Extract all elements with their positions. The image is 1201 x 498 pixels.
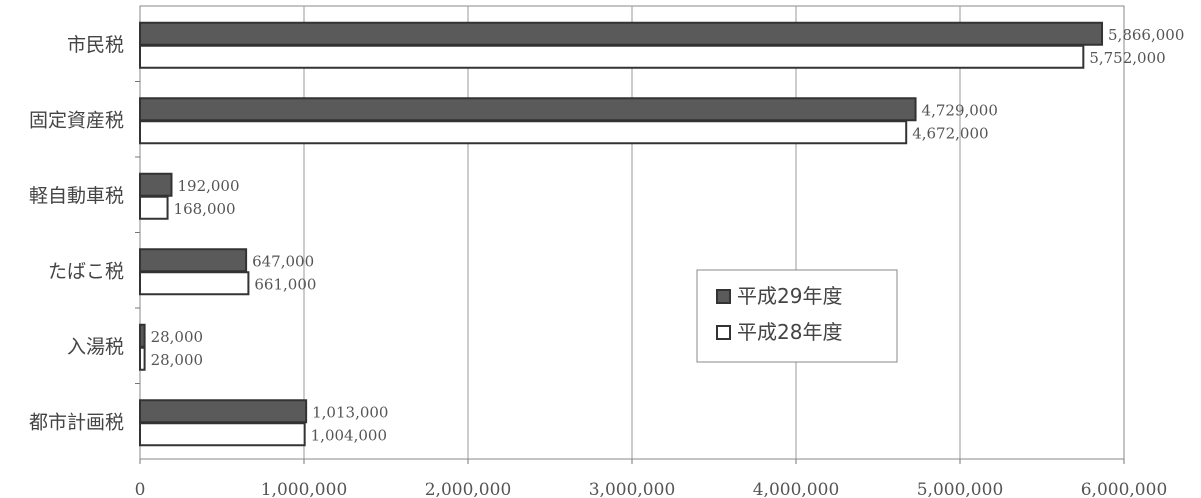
bars bbox=[139, 21, 1104, 447]
data-label: 168,000 bbox=[174, 200, 236, 218]
data-label: 28,000 bbox=[151, 328, 204, 346]
legend-swatch bbox=[716, 289, 731, 304]
data-labels: 5,866,000 5,752,000 4,729,000 4,672,000 192,… bbox=[151, 26, 1185, 445]
bar-series-2 bbox=[139, 195, 169, 220]
category-label: たばこ税 bbox=[48, 260, 124, 282]
bar-series-2 bbox=[139, 346, 146, 371]
x-axis-ticks: 0 1,000,000 2,000,000 3,000,000 4,000,000 5,0… bbox=[135, 459, 1168, 498]
bar-series-1 bbox=[139, 399, 308, 424]
bar-series-1 bbox=[139, 172, 173, 197]
bar-series-2 bbox=[139, 271, 250, 296]
data-label: 1,004,000 bbox=[311, 426, 387, 444]
data-label: 647,000 bbox=[252, 252, 314, 270]
legend-box bbox=[696, 269, 898, 363]
bar-series-1 bbox=[139, 248, 248, 273]
legend-label: 平成28年度 bbox=[737, 320, 842, 344]
bar-series-1 bbox=[139, 323, 146, 348]
x-tick-label: 1,000,000 bbox=[261, 480, 348, 498]
x-tick-label: 2,000,000 bbox=[425, 480, 512, 498]
category-label: 軽自動車税 bbox=[29, 185, 124, 207]
category-label: 入湯税 bbox=[67, 336, 124, 358]
x-tick-label: 6,000,000 bbox=[1081, 480, 1168, 498]
category-label: 都市計画税 bbox=[29, 411, 124, 433]
bar-series-2 bbox=[139, 120, 908, 145]
data-label: 4,729,000 bbox=[922, 101, 998, 119]
data-label: 661,000 bbox=[254, 275, 316, 293]
x-tick-label: 5,000,000 bbox=[917, 480, 1004, 498]
x-tick-label: 0 bbox=[135, 480, 146, 498]
legend-label: 平成29年度 bbox=[737, 284, 842, 308]
bar-series-2 bbox=[139, 422, 306, 447]
data-label: 5,866,000 bbox=[1108, 26, 1184, 44]
x-tick-label: 4,000,000 bbox=[753, 480, 840, 498]
category-label: 市民税 bbox=[67, 34, 124, 56]
data-label: 5,752,000 bbox=[1089, 49, 1165, 67]
bar-series-2 bbox=[139, 44, 1085, 69]
legend-swatch bbox=[716, 325, 731, 340]
data-label: 28,000 bbox=[151, 351, 204, 369]
gridlines bbox=[135, 6, 961, 459]
category-label: 固定資産税 bbox=[29, 109, 124, 131]
bar-series-1 bbox=[139, 97, 917, 122]
data-label: 1,013,000 bbox=[312, 403, 388, 421]
data-label: 4,672,000 bbox=[912, 124, 988, 142]
bar-series-1 bbox=[139, 21, 1104, 46]
data-label: 192,000 bbox=[177, 177, 239, 195]
x-tick-label: 3,000,000 bbox=[589, 480, 676, 498]
